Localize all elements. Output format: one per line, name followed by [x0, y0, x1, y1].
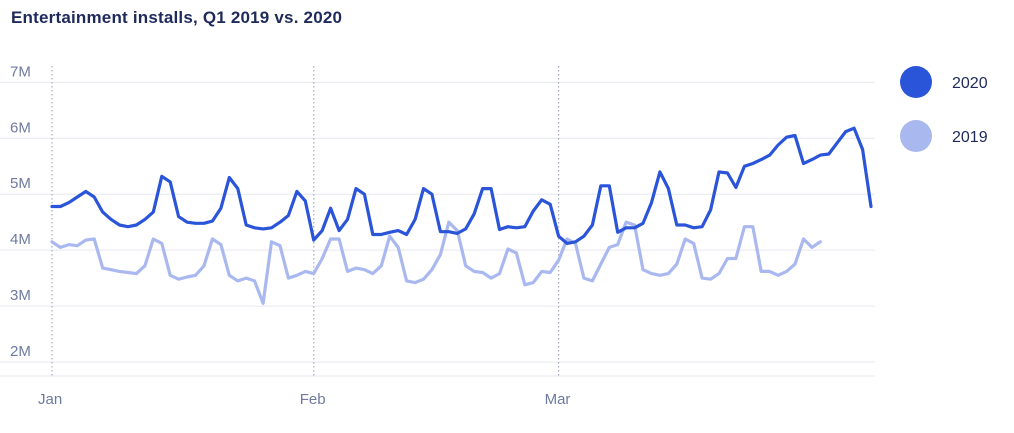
series-lines [50, 126, 873, 305]
y-tick-label: 3M [10, 287, 31, 304]
series-line-2019 [50, 220, 822, 305]
x-tick-label: Mar [545, 391, 571, 408]
legend: 2020 2019 [900, 66, 988, 152]
legend-swatch [900, 66, 932, 98]
y-tick-label: 4M [10, 231, 31, 248]
x-tick-label: Jan [38, 391, 62, 408]
legend-label: 2020 [952, 75, 988, 92]
series-line-2020 [50, 126, 873, 245]
month-divider-lines [51, 66, 560, 376]
y-tick-label: 6M [10, 119, 31, 136]
y-axis-tick-labels: 2M 3M 4M 5M 6M 7M [10, 63, 31, 360]
y-tick-label: 5M [10, 175, 31, 192]
legend-swatch [900, 120, 932, 152]
x-axis-tick-labels: Jan Feb Mar [38, 391, 570, 408]
chart-title: Entertainment installs, Q1 2019 vs. 2020 [11, 8, 343, 27]
x-tick-label: Feb [300, 391, 326, 408]
y-tick-label: 7M [10, 63, 31, 80]
y-tick-label: 2M [10, 343, 31, 360]
y-grid-lines [0, 81, 875, 377]
legend-label: 2019 [952, 129, 988, 146]
